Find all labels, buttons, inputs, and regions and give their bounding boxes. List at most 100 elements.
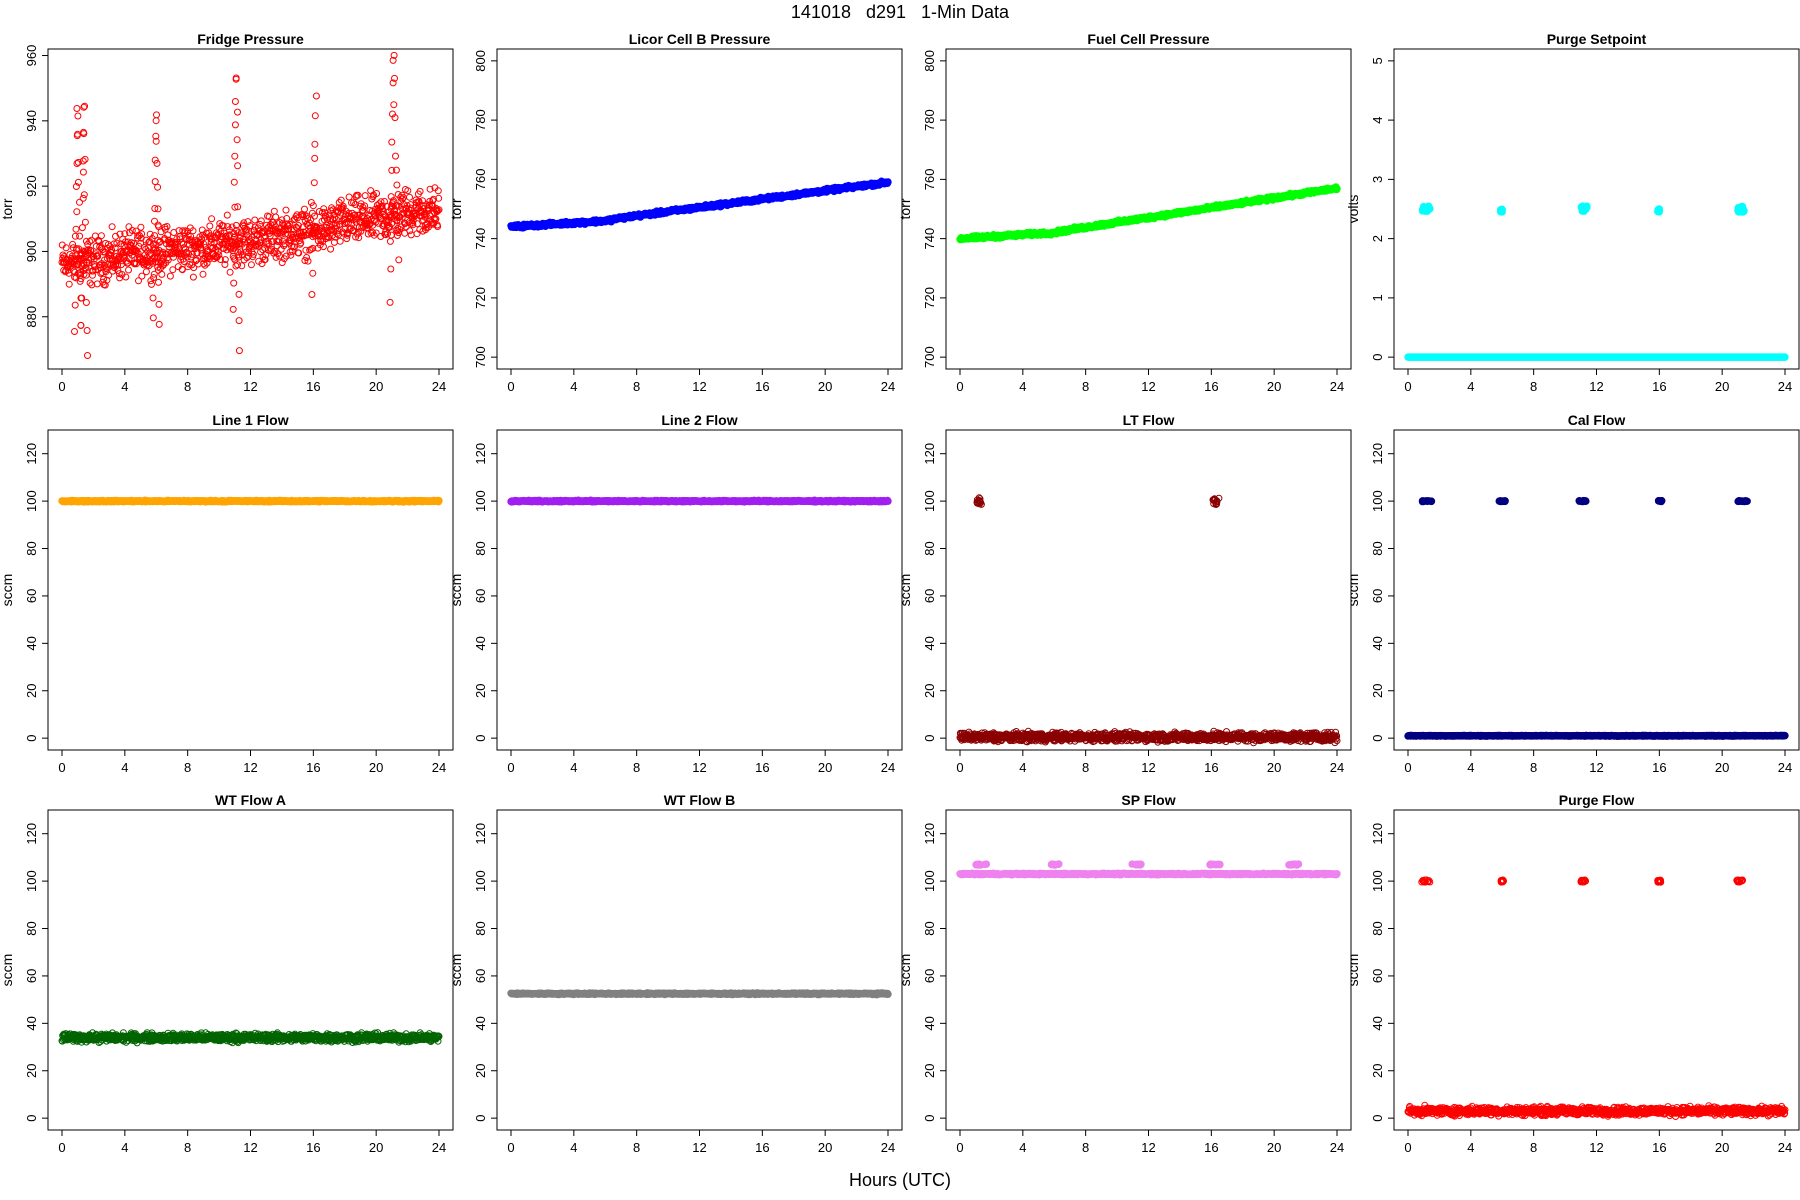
data-point [409,221,417,229]
data-point [219,222,227,230]
data-point [282,206,290,214]
x-tick-label: 8 [633,379,640,394]
y-tick-label: 880 [24,306,39,328]
data-point [234,203,242,211]
data-points [58,496,443,506]
data-point [337,196,345,204]
data-point [884,178,892,186]
data-point [166,272,174,280]
data-point [88,236,95,244]
data-point [235,317,243,325]
data-point [197,238,205,246]
data-point [135,277,142,285]
data-point [134,249,142,257]
data-point [83,327,91,334]
data-point [142,268,150,276]
data-point [235,253,243,261]
data-point [273,242,281,250]
data-point [232,221,240,229]
data-point [79,157,87,165]
data-point [393,217,401,225]
data-point [155,320,163,328]
y-tick-label: 120 [24,443,39,465]
x-tick-label: 12 [1141,760,1155,775]
x-tick-label: 20 [818,760,832,775]
y-tick-label: 20 [473,684,488,698]
chart-title: Line 1 Flow [212,412,288,428]
data-point [222,232,230,240]
data-point [261,256,269,264]
data-point [234,108,241,116]
data-point [74,178,82,186]
data-point [74,158,82,166]
data-point [221,256,229,264]
data-point [118,247,126,255]
x-tick-label: 12 [1589,379,1603,394]
data-point [153,159,161,167]
data-point [294,222,302,229]
data-point [235,347,243,355]
data-point [303,254,311,261]
data-point [78,224,86,232]
x-tick-label: 8 [1082,760,1089,775]
data-point [190,264,198,272]
data-point [359,203,367,211]
data-point [352,218,360,226]
y-axis-label: sccm [448,574,464,607]
data-point [386,298,394,306]
data-point [108,223,116,231]
data-point [284,222,292,230]
data-point [71,256,79,264]
data-point [361,202,369,210]
x-tick-label: 0 [58,760,65,775]
data-point [82,271,90,279]
data-point [254,224,262,232]
data-point [153,111,160,119]
data-point [393,232,401,239]
data-point [370,231,378,239]
data-point [228,223,236,231]
data-point [398,210,406,218]
data-point [388,166,396,174]
data-point [281,240,289,248]
data-point [307,216,315,224]
data-point [69,240,77,248]
data-point [316,232,324,240]
data-point [250,231,258,239]
data-points [956,183,1341,244]
data-point [231,121,239,129]
data-point [74,112,82,120]
data-point [137,239,145,247]
data-point [237,229,245,237]
x-tick-label: 24 [1778,379,1792,394]
data-point [287,251,295,259]
data-point [257,217,265,225]
chart-title: Purge Setpoint [1547,31,1647,47]
data-point [311,112,319,120]
data-point [231,203,239,211]
y-tick-label: 60 [922,589,937,603]
data-point [93,252,101,260]
data-point [122,273,130,281]
data-point [275,236,283,244]
x-tick-label: 24 [432,379,446,394]
data-point [297,239,305,247]
data-point [137,223,145,231]
data-point [310,226,318,234]
data-point [59,251,67,259]
y-tick-label: 700 [473,346,488,368]
y-tick-label: 1 [1370,294,1385,301]
y-tick-label: 780 [473,109,488,131]
x-tick-label: 16 [755,379,769,394]
data-point [373,190,381,197]
data-point [419,197,426,205]
data-point [325,211,333,219]
y-tick-label: 900 [24,241,39,263]
data-point [84,352,91,359]
x-tick-label: 12 [243,760,257,775]
data-point [311,212,318,220]
data-point [359,206,367,214]
data-point [140,244,148,251]
data-points [507,177,892,232]
y-tick-label: 0 [922,735,937,742]
